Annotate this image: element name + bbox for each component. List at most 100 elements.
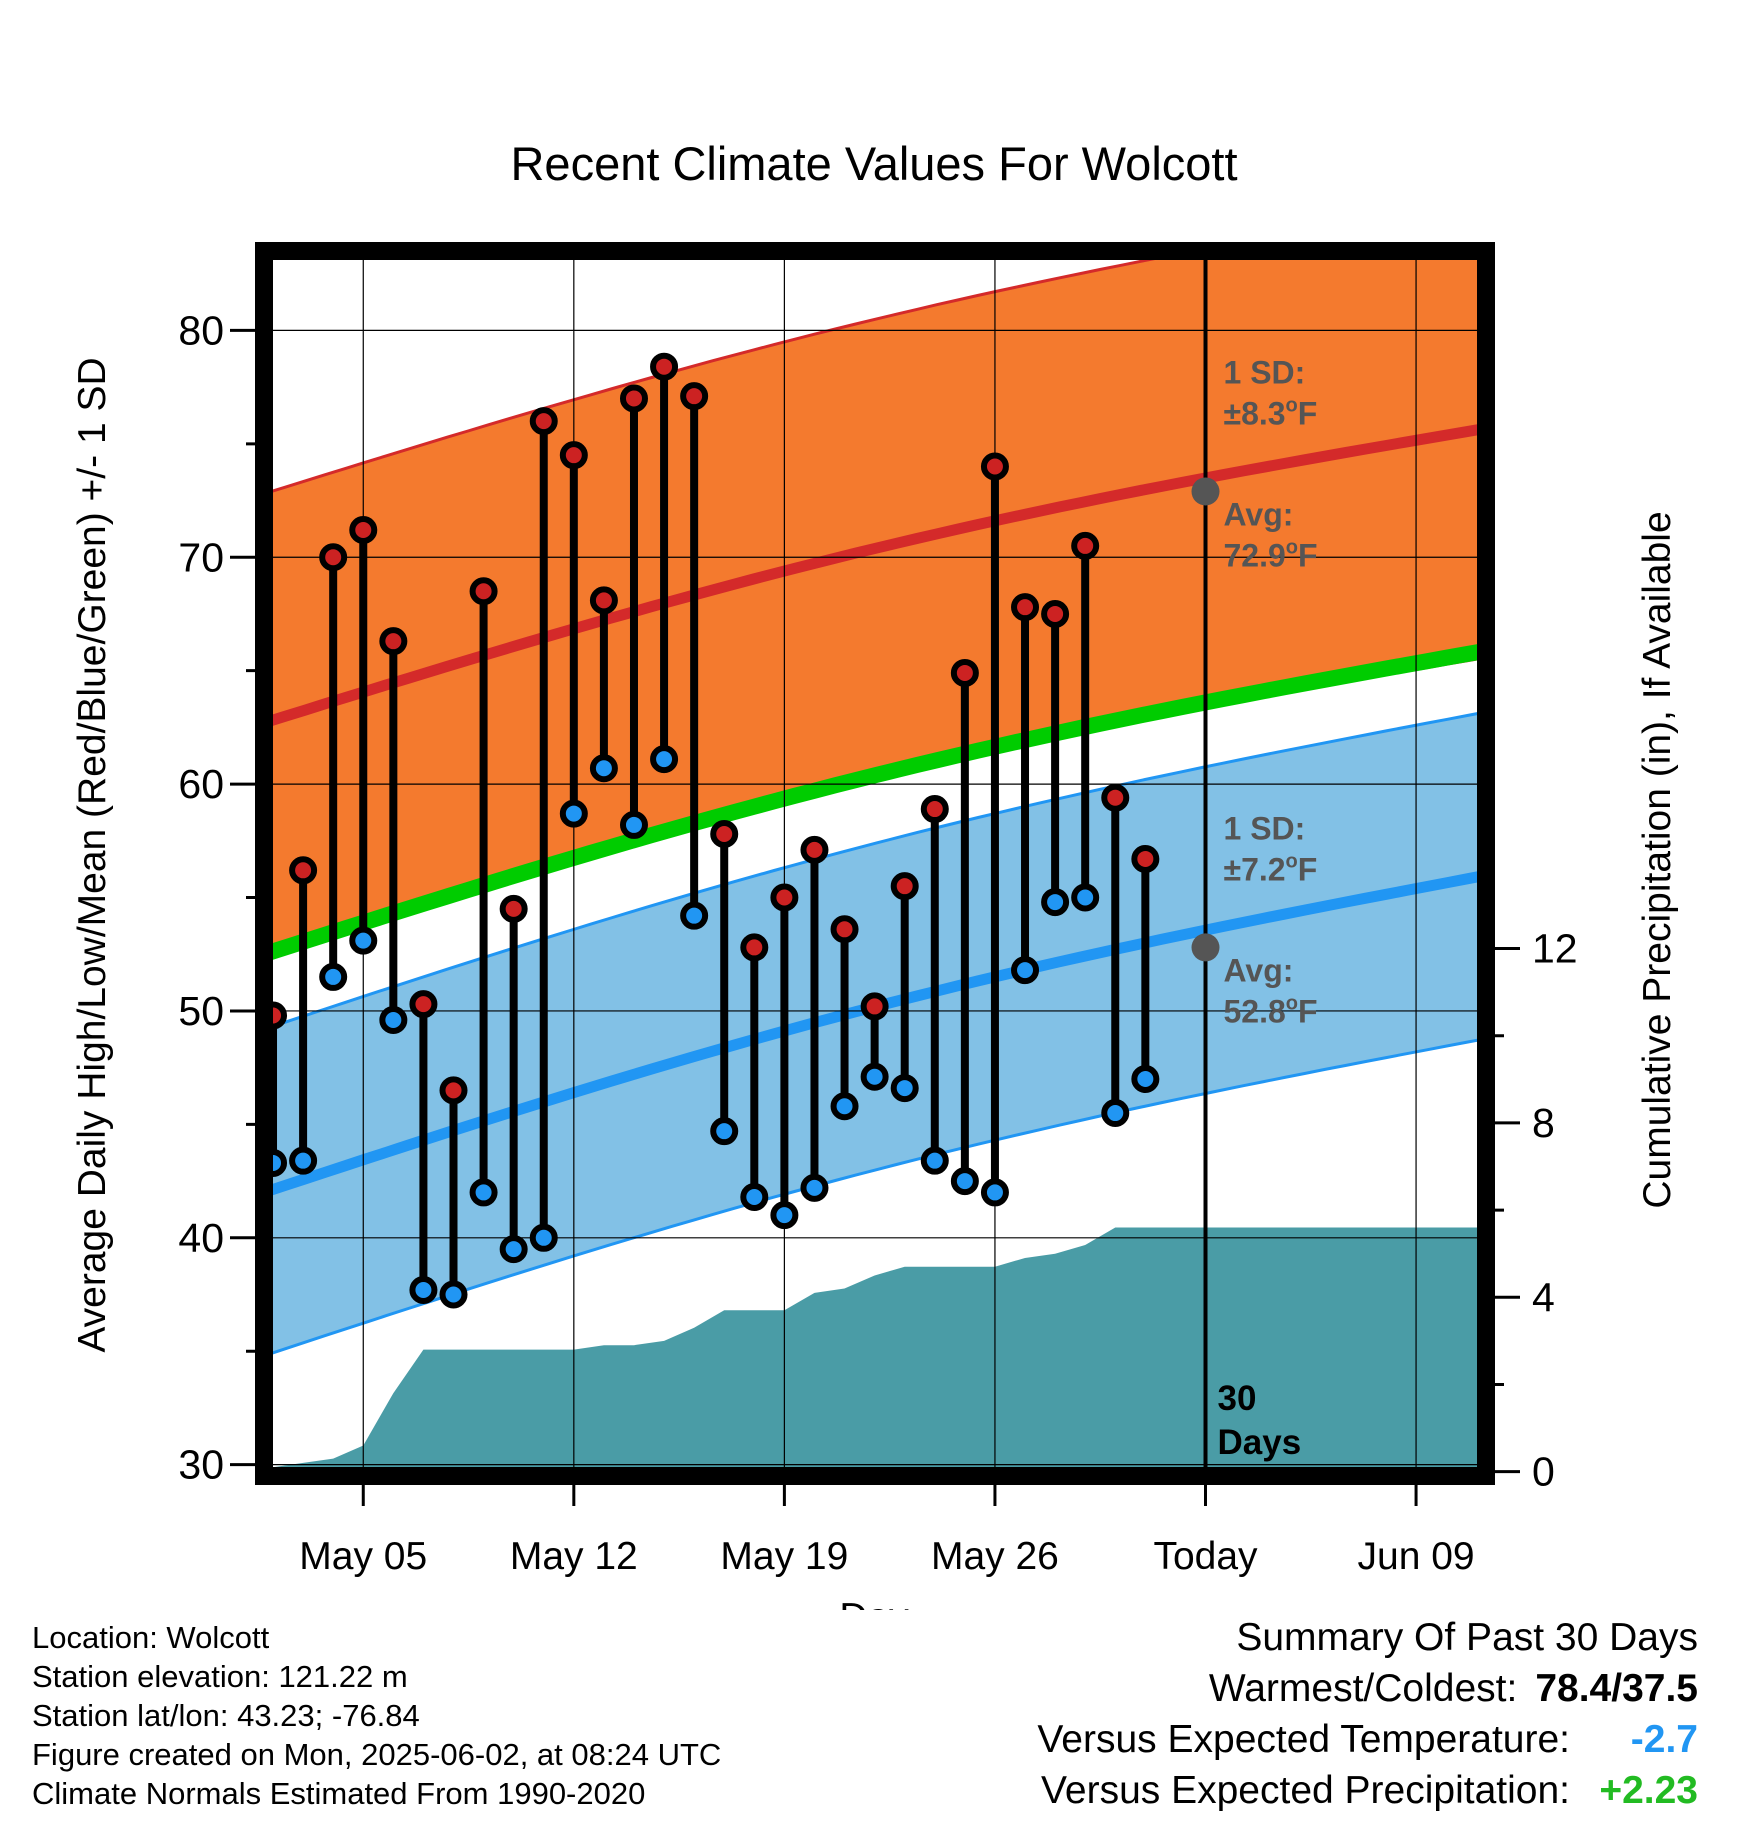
y2-tick-label: 8 <box>1532 1100 1555 1146</box>
x-axis-label: Day <box>839 1596 909 1610</box>
x-tick-label: May 12 <box>510 1535 638 1578</box>
daily-low-point <box>800 1173 829 1202</box>
days-label-text: Days <box>1218 1423 1302 1462</box>
daily-high-point <box>499 894 528 923</box>
daily-low-point <box>559 799 588 828</box>
y-tick-label: 70 <box>178 534 224 580</box>
daily-low-point <box>710 1117 739 1146</box>
cumulative-precip-area <box>264 1227 1486 1476</box>
y2-tick-label: 12 <box>1532 926 1578 972</box>
daily-high-point <box>1071 531 1100 560</box>
daily-low-point <box>680 901 709 930</box>
daily-high-point <box>830 915 859 944</box>
normals-text: Climate Normals Estimated From 1990-2020 <box>32 1776 646 1811</box>
y-tick-label: 60 <box>178 761 224 807</box>
daily-high-point <box>1041 599 1070 628</box>
daily-low-point <box>1041 888 1070 917</box>
low-sd-value: ±7.2oF <box>1224 850 1318 887</box>
daily-high-point <box>319 543 348 572</box>
daily-high-point <box>469 577 498 606</box>
daily-low-point <box>1071 883 1100 912</box>
high-band-upper-edge <box>264 251 1203 496</box>
low-band-lower-edge <box>264 1037 1486 1358</box>
y-tick-label: 40 <box>178 1215 224 1261</box>
summary-precip: Versus Expected Precipitation: +2.23 <box>1037 1765 1698 1816</box>
x-tick-label: May 05 <box>299 1535 427 1578</box>
daily-low-point <box>409 1275 438 1304</box>
summary-temp: Versus Expected Temperature: -2.7 <box>1037 1714 1698 1765</box>
summary-warm-cold: Warmest/Coldest: 78.4/37.5 <box>1037 1663 1698 1714</box>
daily-low-point <box>1011 956 1040 985</box>
daily-low-point <box>740 1182 769 1211</box>
high-avg-value: 72.9oF <box>1224 536 1318 573</box>
daily-high-point <box>439 1076 468 1105</box>
high-avg-label: Avg: <box>1224 496 1294 532</box>
daily-high-point <box>1131 844 1160 873</box>
precip-label: Versus Expected Precipitation: <box>1041 1769 1570 1812</box>
daily-high-point <box>349 516 378 545</box>
daily-high-point <box>980 452 1009 481</box>
x-tick-label: May 26 <box>931 1535 1059 1578</box>
y-tick-label: 80 <box>178 307 224 353</box>
daily-high-point <box>1011 593 1040 622</box>
days-label-number: 30 <box>1218 1379 1257 1418</box>
x-tick-label: Today <box>1153 1535 1258 1578</box>
daily-high-point <box>379 627 408 656</box>
daily-low-point <box>770 1201 799 1230</box>
daily-high-point <box>289 856 318 885</box>
plot-border <box>255 242 1495 1485</box>
temp-label: Versus Expected Temperature: <box>1037 1718 1570 1761</box>
daily-low-point <box>1131 1065 1160 1094</box>
daily-low-point <box>499 1235 528 1264</box>
daily-low-point <box>890 1074 919 1103</box>
warm-cold-value: 78.4/37.5 <box>1535 1667 1698 1710</box>
low-normal-today-dot <box>1191 933 1220 962</box>
temp-value: -2.7 <box>1630 1718 1698 1761</box>
daily-low-point <box>1101 1099 1130 1128</box>
high-sd-label: 1 SD: <box>1224 354 1306 390</box>
daily-high-point <box>529 407 558 436</box>
daily-high-point <box>800 835 829 864</box>
warm-cold-label: Warmest/Coldest: <box>1208 1667 1518 1710</box>
summary-title: Summary Of Past 30 Days <box>1236 1616 1698 1659</box>
climate-chart: Recent Climate Values For Wolcott Averag… <box>71 137 1679 1610</box>
station-info: Location: Wolcott Station elevation: 121… <box>32 1618 721 1813</box>
low-avg-label: Avg: <box>1224 952 1294 988</box>
created-text: Figure created on Mon, 2025-06-02, at 08… <box>32 1737 722 1772</box>
y2-axis-label: Cumulative Precipitation (in), If Availa… <box>1636 511 1679 1208</box>
daily-low-point <box>379 1006 408 1035</box>
daily-high-point <box>680 382 709 411</box>
mean-normal-line <box>264 642 1486 962</box>
low-band-upper-edge <box>264 710 1486 1031</box>
daily-low-point <box>349 926 378 955</box>
daily-high-point <box>1101 783 1130 812</box>
low-avg-value: 52.8oF <box>1224 992 1318 1029</box>
daily-high-point <box>589 586 618 615</box>
daily-high-point <box>770 883 799 912</box>
location-text: Location: Wolcott <box>32 1620 270 1655</box>
high-normal-today-dot <box>1191 477 1220 506</box>
normal-annotations: 1 SD: ±8.3oF Avg: 72.9oF 1 SD: ±7.2oF Avg: 52.8… <box>1191 354 1318 1462</box>
summary-panel: Summary Of Past 30 Days Warmest/Coldest:… <box>1037 1612 1698 1816</box>
daily-high-point <box>890 872 919 901</box>
daily-high-point <box>409 990 438 1019</box>
y-tick-label: 50 <box>178 988 224 1034</box>
daily-high-point <box>650 352 679 381</box>
latlon-text: Station lat/lon: 43.23; -76.84 <box>32 1698 420 1733</box>
daily-low-point <box>529 1223 558 1252</box>
high-normal-line <box>264 422 1486 729</box>
x-tick-label: Jun 09 <box>1358 1535 1475 1578</box>
daily-high-point <box>950 658 979 687</box>
y-tick-label: 30 <box>178 1442 224 1488</box>
daily-low-point <box>319 962 348 991</box>
y2-tick-label: 0 <box>1532 1449 1555 1495</box>
high-sd-value: ±8.3oF <box>1224 394 1318 431</box>
daily-low-point <box>619 810 648 839</box>
daily-low-point <box>469 1178 498 1207</box>
elevation-text: Station elevation: 121.22 m <box>32 1659 408 1694</box>
daily-high-point <box>710 820 739 849</box>
precip-value: +2.23 <box>1599 1769 1698 1812</box>
daily-low-point <box>650 745 679 774</box>
daily-low-point <box>589 754 618 783</box>
daily-high-point <box>559 441 588 470</box>
